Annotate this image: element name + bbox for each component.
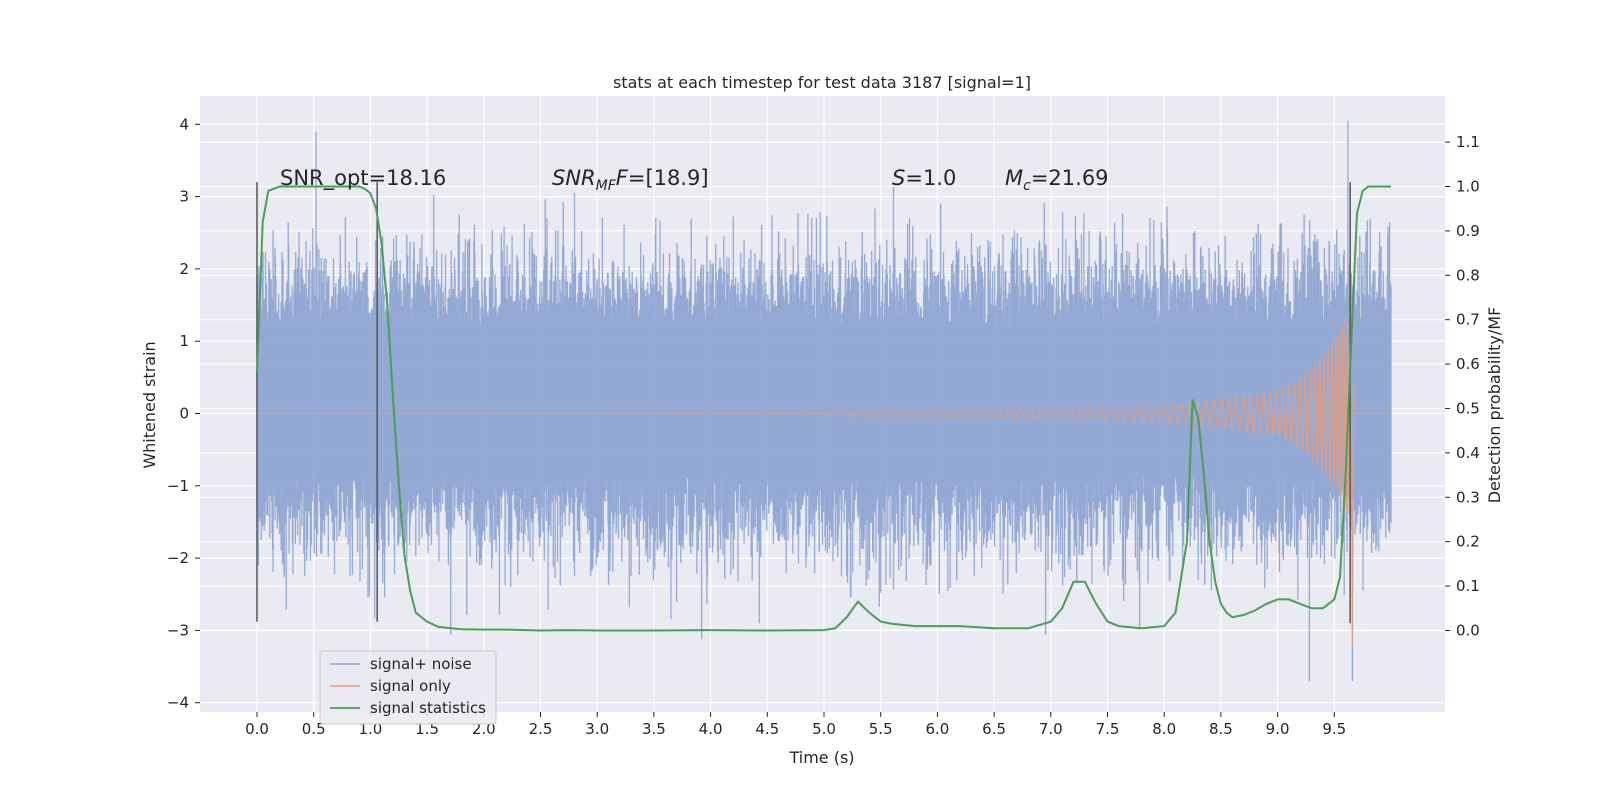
y-right-tick-label: 0.2 [1456,533,1480,551]
x-tick-label: 3.5 [642,720,666,738]
x-tick-label: 8.0 [1152,720,1176,738]
x-tick-label: 6.0 [925,720,949,738]
y-left-tick-label: 3 [179,188,189,206]
legend-label-signal-statistics: signal statistics [370,699,486,717]
x-axis-label: Time (s) [788,748,854,767]
annotation-mc-sub: c [1023,178,1031,194]
vertical-lines-layer [256,182,1351,624]
y-right-tick-label: 0.9 [1456,222,1480,240]
y-right-tick-label: 0.5 [1456,400,1480,418]
annotation-s-label: S [892,166,905,190]
chart-title: stats at each timestep for test data 318… [613,73,1031,92]
x-tick-label: 5.5 [869,720,893,738]
y-left-tick-label: −1 [167,477,189,495]
annotation-mc-value: =21.69 [1031,166,1109,190]
y-left-tick-label: −3 [167,621,189,639]
y-axis-label-left: Whitened strain [140,341,159,468]
signal-only-layer [257,310,1391,645]
x-tick-label: 5.0 [812,720,836,738]
y-left-tick-label: 2 [179,260,189,278]
y-left-tick-label: −2 [167,549,189,567]
annotation-snr-mf-value: =[18.9] [628,166,709,190]
x-tick-label: 0.0 [245,720,269,738]
y-left-tick-label: −4 [167,694,189,712]
annotation-snr-mf-f: F [616,166,629,190]
annotation-snr-opt: SNR_opt=18.16 [280,166,446,191]
signal-only-line [257,310,1391,645]
x-tick-label: 9.5 [1322,720,1346,738]
x-tick-label: 7.5 [1096,720,1120,738]
y-right-tick-label: 0.6 [1456,355,1480,373]
x-tick-label: 7.0 [1039,720,1063,738]
signal-statistics-line [256,185,1391,632]
x-tick-label: 2.5 [529,720,553,738]
x-tick-label: 8.5 [1209,720,1233,738]
legend: signal+ noise signal only signal statist… [319,650,497,725]
annotation-snr-mf-label: SNR [552,166,596,190]
y-right-tick-label: 0.1 [1456,577,1480,595]
legend-label-signal-noise: signal+ noise [370,655,472,673]
y-right-tick-label: 1.1 [1456,133,1480,151]
tick-layer: 0.0 0.5 1.0 1.5 2.0 2.5 3.0 3.5 4.0 4.5 5.0 5.5 6.0 6… [167,115,1480,738]
annotation-mc-label: M [1005,166,1023,190]
annotation-s: S=1.0 [892,166,956,190]
y-left-tick-label: 1 [179,332,189,350]
signal-statistics-layer [256,185,1391,632]
x-tick-label: 9.0 [1266,720,1290,738]
y-left-tick-label: 0 [179,405,189,423]
y-left-tick-label: 4 [179,115,189,133]
x-tick-label: 6.5 [982,720,1006,738]
legend-box [319,650,497,725]
annotation-s-value: =1.0 [905,166,956,190]
y-axis-label-right: Detection probability/MF [1485,307,1504,504]
annotation-snr-mf: SNRMFF=[18.9] [552,166,709,194]
y-right-tick-label: 0.3 [1456,488,1480,506]
x-tick-label: 3.0 [585,720,609,738]
x-tick-label: 0.5 [302,720,326,738]
y-right-tick-label: 0.8 [1456,266,1480,284]
x-tick-label: 4.0 [699,720,723,738]
y-right-tick-label: 1.0 [1456,178,1480,196]
y-right-tick-label: 0.0 [1456,622,1480,640]
x-tick-label: 4.5 [755,720,779,738]
y-right-tick-label: 0.4 [1456,444,1480,462]
annotation-mc: Mc=21.69 [1005,166,1109,194]
y-right-tick-label: 0.7 [1456,311,1480,329]
annotation-snr-mf-sub: MF [596,178,617,194]
legend-label-signal-only: signal only [370,677,451,695]
